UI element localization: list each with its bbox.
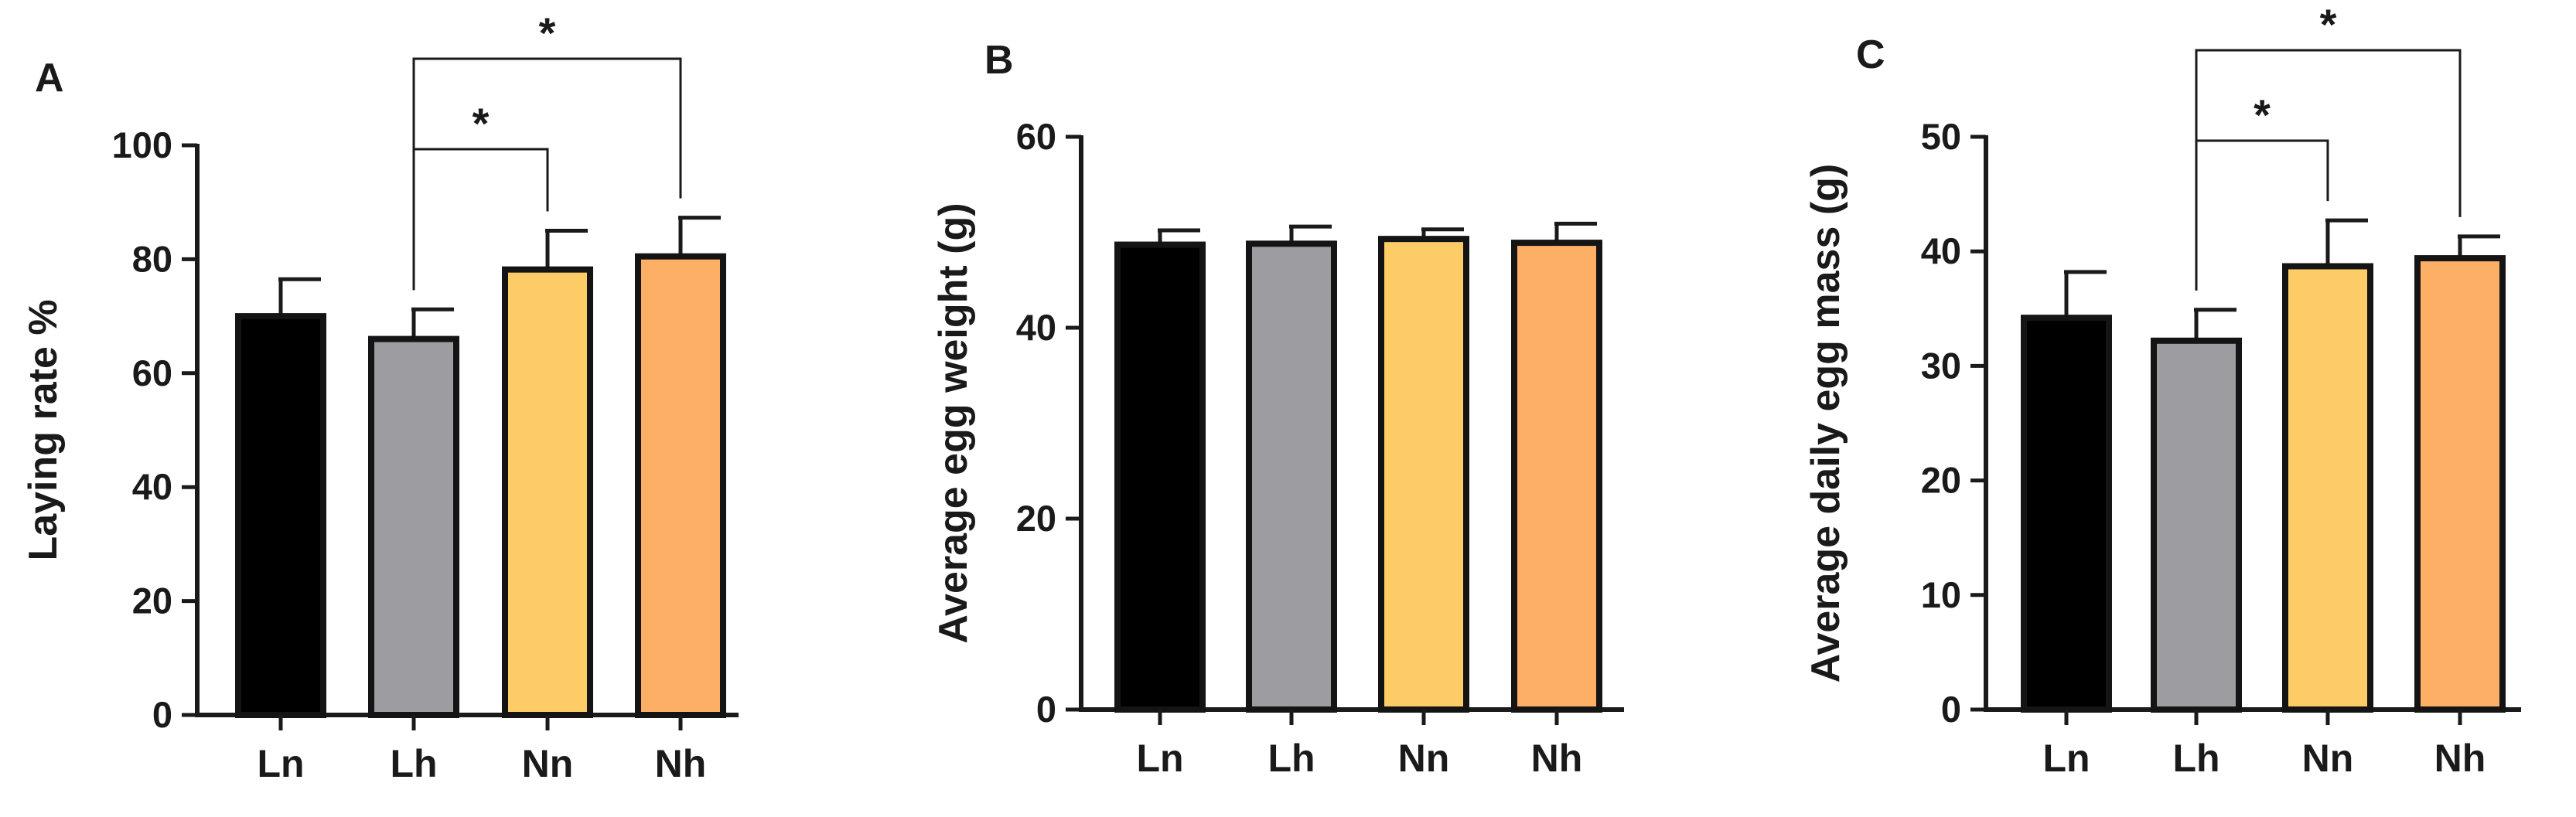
y-tick-label: 10 bbox=[1921, 574, 1961, 615]
y-tick-label: 40 bbox=[1016, 307, 1056, 348]
y-axis-title: Average daily egg mass (g) bbox=[1803, 164, 1848, 683]
y-axis-title: Laying rate % bbox=[21, 299, 66, 560]
bar-lh bbox=[1246, 240, 1337, 713]
bar-nn bbox=[2282, 263, 2373, 713]
x-tick-label: Lh bbox=[390, 742, 437, 785]
significance-star: * bbox=[539, 9, 556, 57]
x-tick-label: Nh bbox=[1531, 737, 1583, 780]
x-tick-label: Ln bbox=[2042, 737, 2090, 780]
panel-letter: B bbox=[984, 38, 1014, 83]
bar-ln bbox=[235, 313, 326, 719]
y-tick-label: 20 bbox=[132, 580, 172, 621]
bar-nh bbox=[2414, 255, 2506, 713]
bar-lh bbox=[368, 335, 459, 718]
y-tick-label: 40 bbox=[132, 466, 172, 507]
significance-bracket bbox=[2195, 49, 2462, 291]
y-tick-label: 20 bbox=[1016, 498, 1056, 539]
y-tick-label: 20 bbox=[1921, 460, 1961, 501]
significance-star: * bbox=[2254, 90, 2271, 139]
bar-nn bbox=[1378, 236, 1469, 713]
y-tick-label: 0 bbox=[1036, 689, 1056, 730]
y-axis-title: Average egg weight (g) bbox=[931, 203, 976, 643]
y-tick-label: 60 bbox=[1016, 116, 1056, 157]
y-tick-label: 50 bbox=[1921, 116, 1961, 157]
y-tick-label: 60 bbox=[132, 352, 172, 393]
y-tick-label: 40 bbox=[1921, 230, 1961, 271]
x-tick-label: Nn bbox=[1398, 737, 1450, 780]
panel-c: C Average daily egg mass (g) 0 10 20 30 40 50 Ln… bbox=[1803, 0, 2521, 780]
y-tick-label: 0 bbox=[152, 694, 172, 735]
significance-star: * bbox=[2320, 0, 2337, 49]
x-tick-label: Nh bbox=[2434, 737, 2486, 780]
bar-nh bbox=[635, 253, 726, 718]
y-tick-label: 30 bbox=[1921, 345, 1961, 386]
x-tick-label: Nn bbox=[522, 742, 574, 785]
bar-nn bbox=[502, 266, 593, 718]
y-tick-label: 0 bbox=[1941, 689, 1961, 730]
panel-letter: A bbox=[35, 56, 64, 100]
bar-ln bbox=[1114, 241, 1206, 713]
x-tick-label: Nh bbox=[655, 742, 707, 785]
panel-b: B Average egg weight (g) 0 20 40 60 Ln Lh Nn Nh bbox=[931, 38, 1624, 780]
x-tick-label: Ln bbox=[1136, 737, 1183, 780]
panel-a: A Laying rate % 0 20 40 60 80 100 Ln Lh Nn Nh * * bbox=[21, 9, 739, 785]
x-tick-label: Nn bbox=[2302, 737, 2354, 780]
bar-lh bbox=[2151, 337, 2242, 713]
x-tick-label: Lh bbox=[2172, 737, 2219, 780]
panel-letter: C bbox=[1856, 32, 1885, 77]
bar-ln bbox=[2021, 315, 2112, 713]
bar-nh bbox=[1511, 240, 1602, 713]
significance-star: * bbox=[473, 99, 490, 148]
y-tick-label: 80 bbox=[132, 238, 172, 279]
x-tick-label: Lh bbox=[1268, 737, 1315, 780]
y-tick-label: 100 bbox=[112, 124, 172, 165]
significance-bracket bbox=[412, 57, 682, 291]
x-tick-label: Ln bbox=[257, 742, 304, 785]
